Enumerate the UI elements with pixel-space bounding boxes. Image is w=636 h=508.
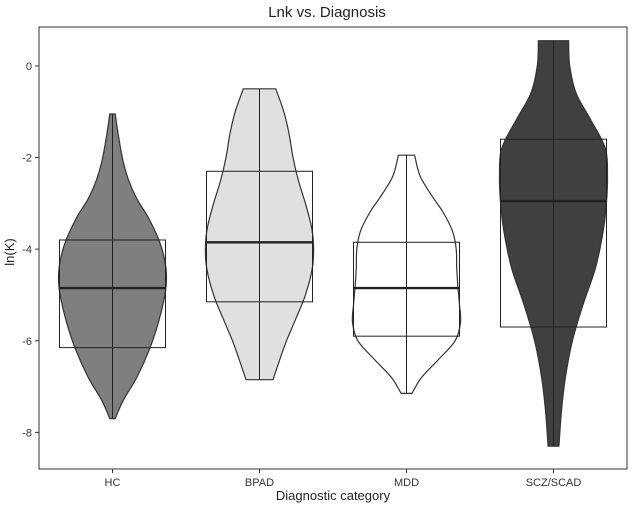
y-tick-label: 0 xyxy=(26,61,32,73)
x-axis-title: Diagnostic category xyxy=(276,488,391,503)
violin-group-mdd xyxy=(351,154,462,394)
y-axis-title: ln(K) xyxy=(2,238,17,265)
x-tick-label: HC xyxy=(105,477,121,489)
y-tick-label: -8 xyxy=(22,427,32,439)
iqr-box xyxy=(500,138,607,328)
violin-group-bpad xyxy=(204,88,315,381)
chart-title: Lnk vs. Diagnosis xyxy=(268,4,386,21)
iqr-box xyxy=(59,239,166,349)
y-tick-label: -6 xyxy=(22,336,32,348)
x-tick-label: BPAD xyxy=(245,477,274,489)
x-tick-label: SCZ/SCAD xyxy=(526,477,582,489)
y-tick-label: -4 xyxy=(22,244,32,256)
violin-group-scz-scad xyxy=(498,40,609,447)
violin-layer xyxy=(57,40,609,447)
y-tick-label: -2 xyxy=(22,153,32,165)
x-tick-label: MDD xyxy=(394,477,419,489)
iqr-box xyxy=(206,170,313,303)
y-axis: 0 -2 -4 -6 -8 xyxy=(22,61,39,439)
violin-group-hc xyxy=(57,113,168,420)
x-axis: HC BPAD MDD SCZ/SCAD xyxy=(105,469,582,489)
